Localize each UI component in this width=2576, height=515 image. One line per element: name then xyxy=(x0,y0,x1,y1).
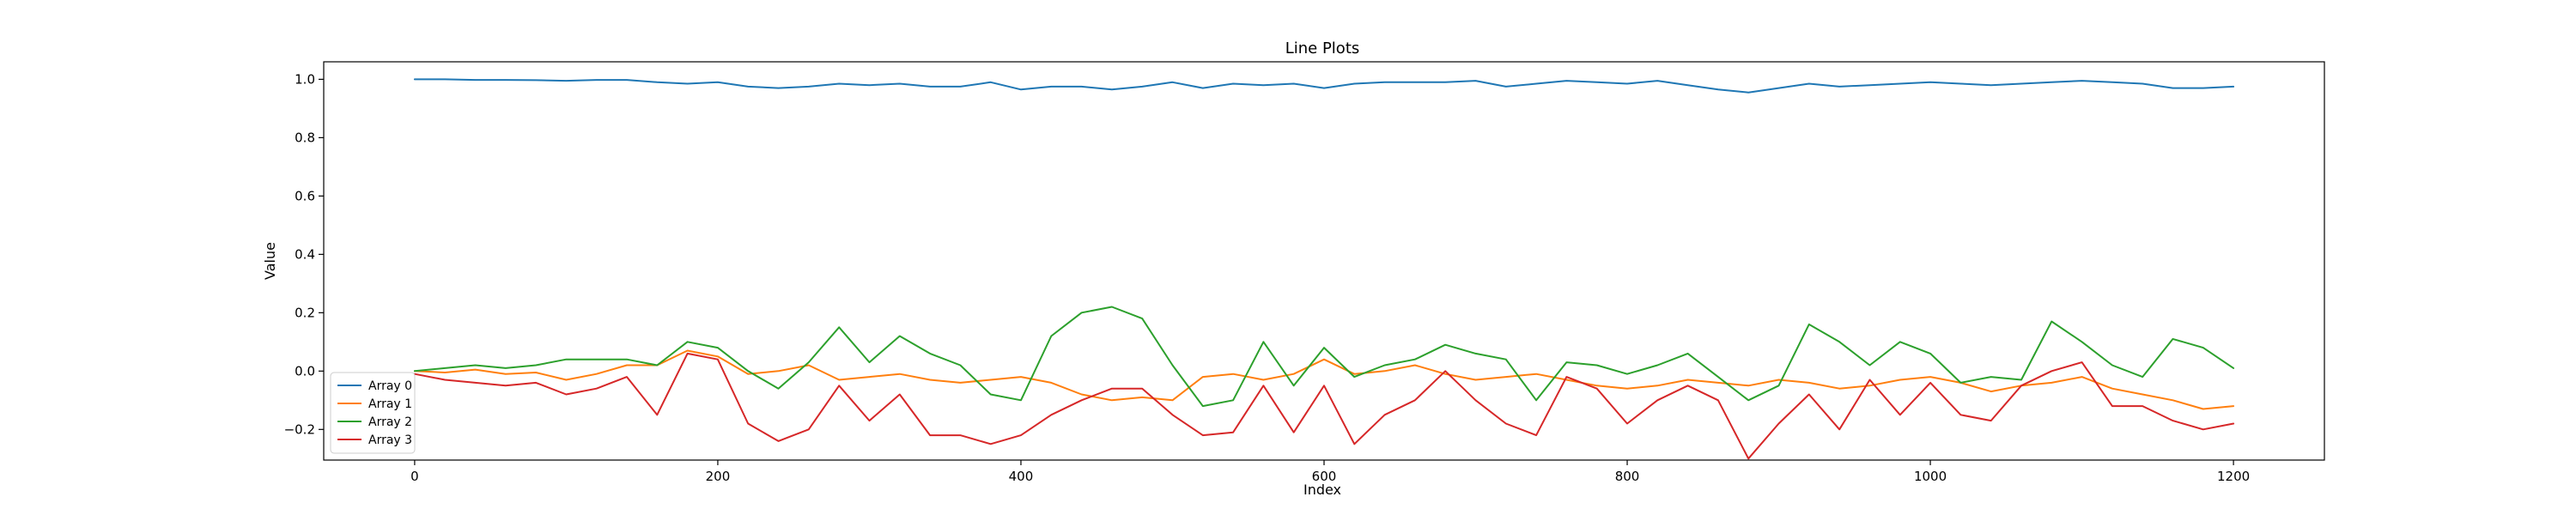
x-tick-label: 1000 xyxy=(1914,469,1947,484)
y-tick-label: 0.6 xyxy=(295,188,315,203)
x-tick-label: 200 xyxy=(706,469,731,484)
series-line-0 xyxy=(413,78,2235,94)
legend: Array 0 Array 1 Array 2 Array 3 xyxy=(330,372,416,454)
y-axis-label: Value xyxy=(262,242,278,280)
x-axis: 0 200 400 600 800 1000 1200 xyxy=(410,460,2250,484)
y-tick-label: 0.2 xyxy=(295,305,315,320)
chart-title: Line Plots xyxy=(1285,39,1360,58)
x-tick-label: 0 xyxy=(410,469,419,484)
series-line-1 xyxy=(413,349,2235,410)
plot-series xyxy=(413,78,2235,460)
legend-box xyxy=(330,372,416,454)
plot-frame xyxy=(323,61,2325,461)
legend-label-2: Array 2 xyxy=(368,415,412,429)
x-tick-label: 400 xyxy=(1009,469,1034,484)
y-tick-label: −0.2 xyxy=(284,421,315,437)
y-tick-label: 0.0 xyxy=(295,363,315,379)
x-tick-label: 600 xyxy=(1312,469,1337,484)
legend-label-3: Array 3 xyxy=(368,433,412,447)
x-tick-label: 1200 xyxy=(2217,469,2250,484)
x-axis-label: Index xyxy=(1303,482,1341,498)
y-tick-label: 0.8 xyxy=(295,130,315,145)
y-tick-label: 0.4 xyxy=(295,246,315,262)
y-axis: −0.2 0.0 0.2 0.4 0.6 0.8 1.0 xyxy=(284,71,324,437)
x-tick-label: 800 xyxy=(1615,469,1640,484)
series-line-3 xyxy=(413,352,2235,460)
y-tick-label: 1.0 xyxy=(295,71,315,87)
legend-label-1: Array 1 xyxy=(368,397,412,411)
series-line-2 xyxy=(413,306,2235,408)
legend-label-0: Array 0 xyxy=(368,379,412,393)
